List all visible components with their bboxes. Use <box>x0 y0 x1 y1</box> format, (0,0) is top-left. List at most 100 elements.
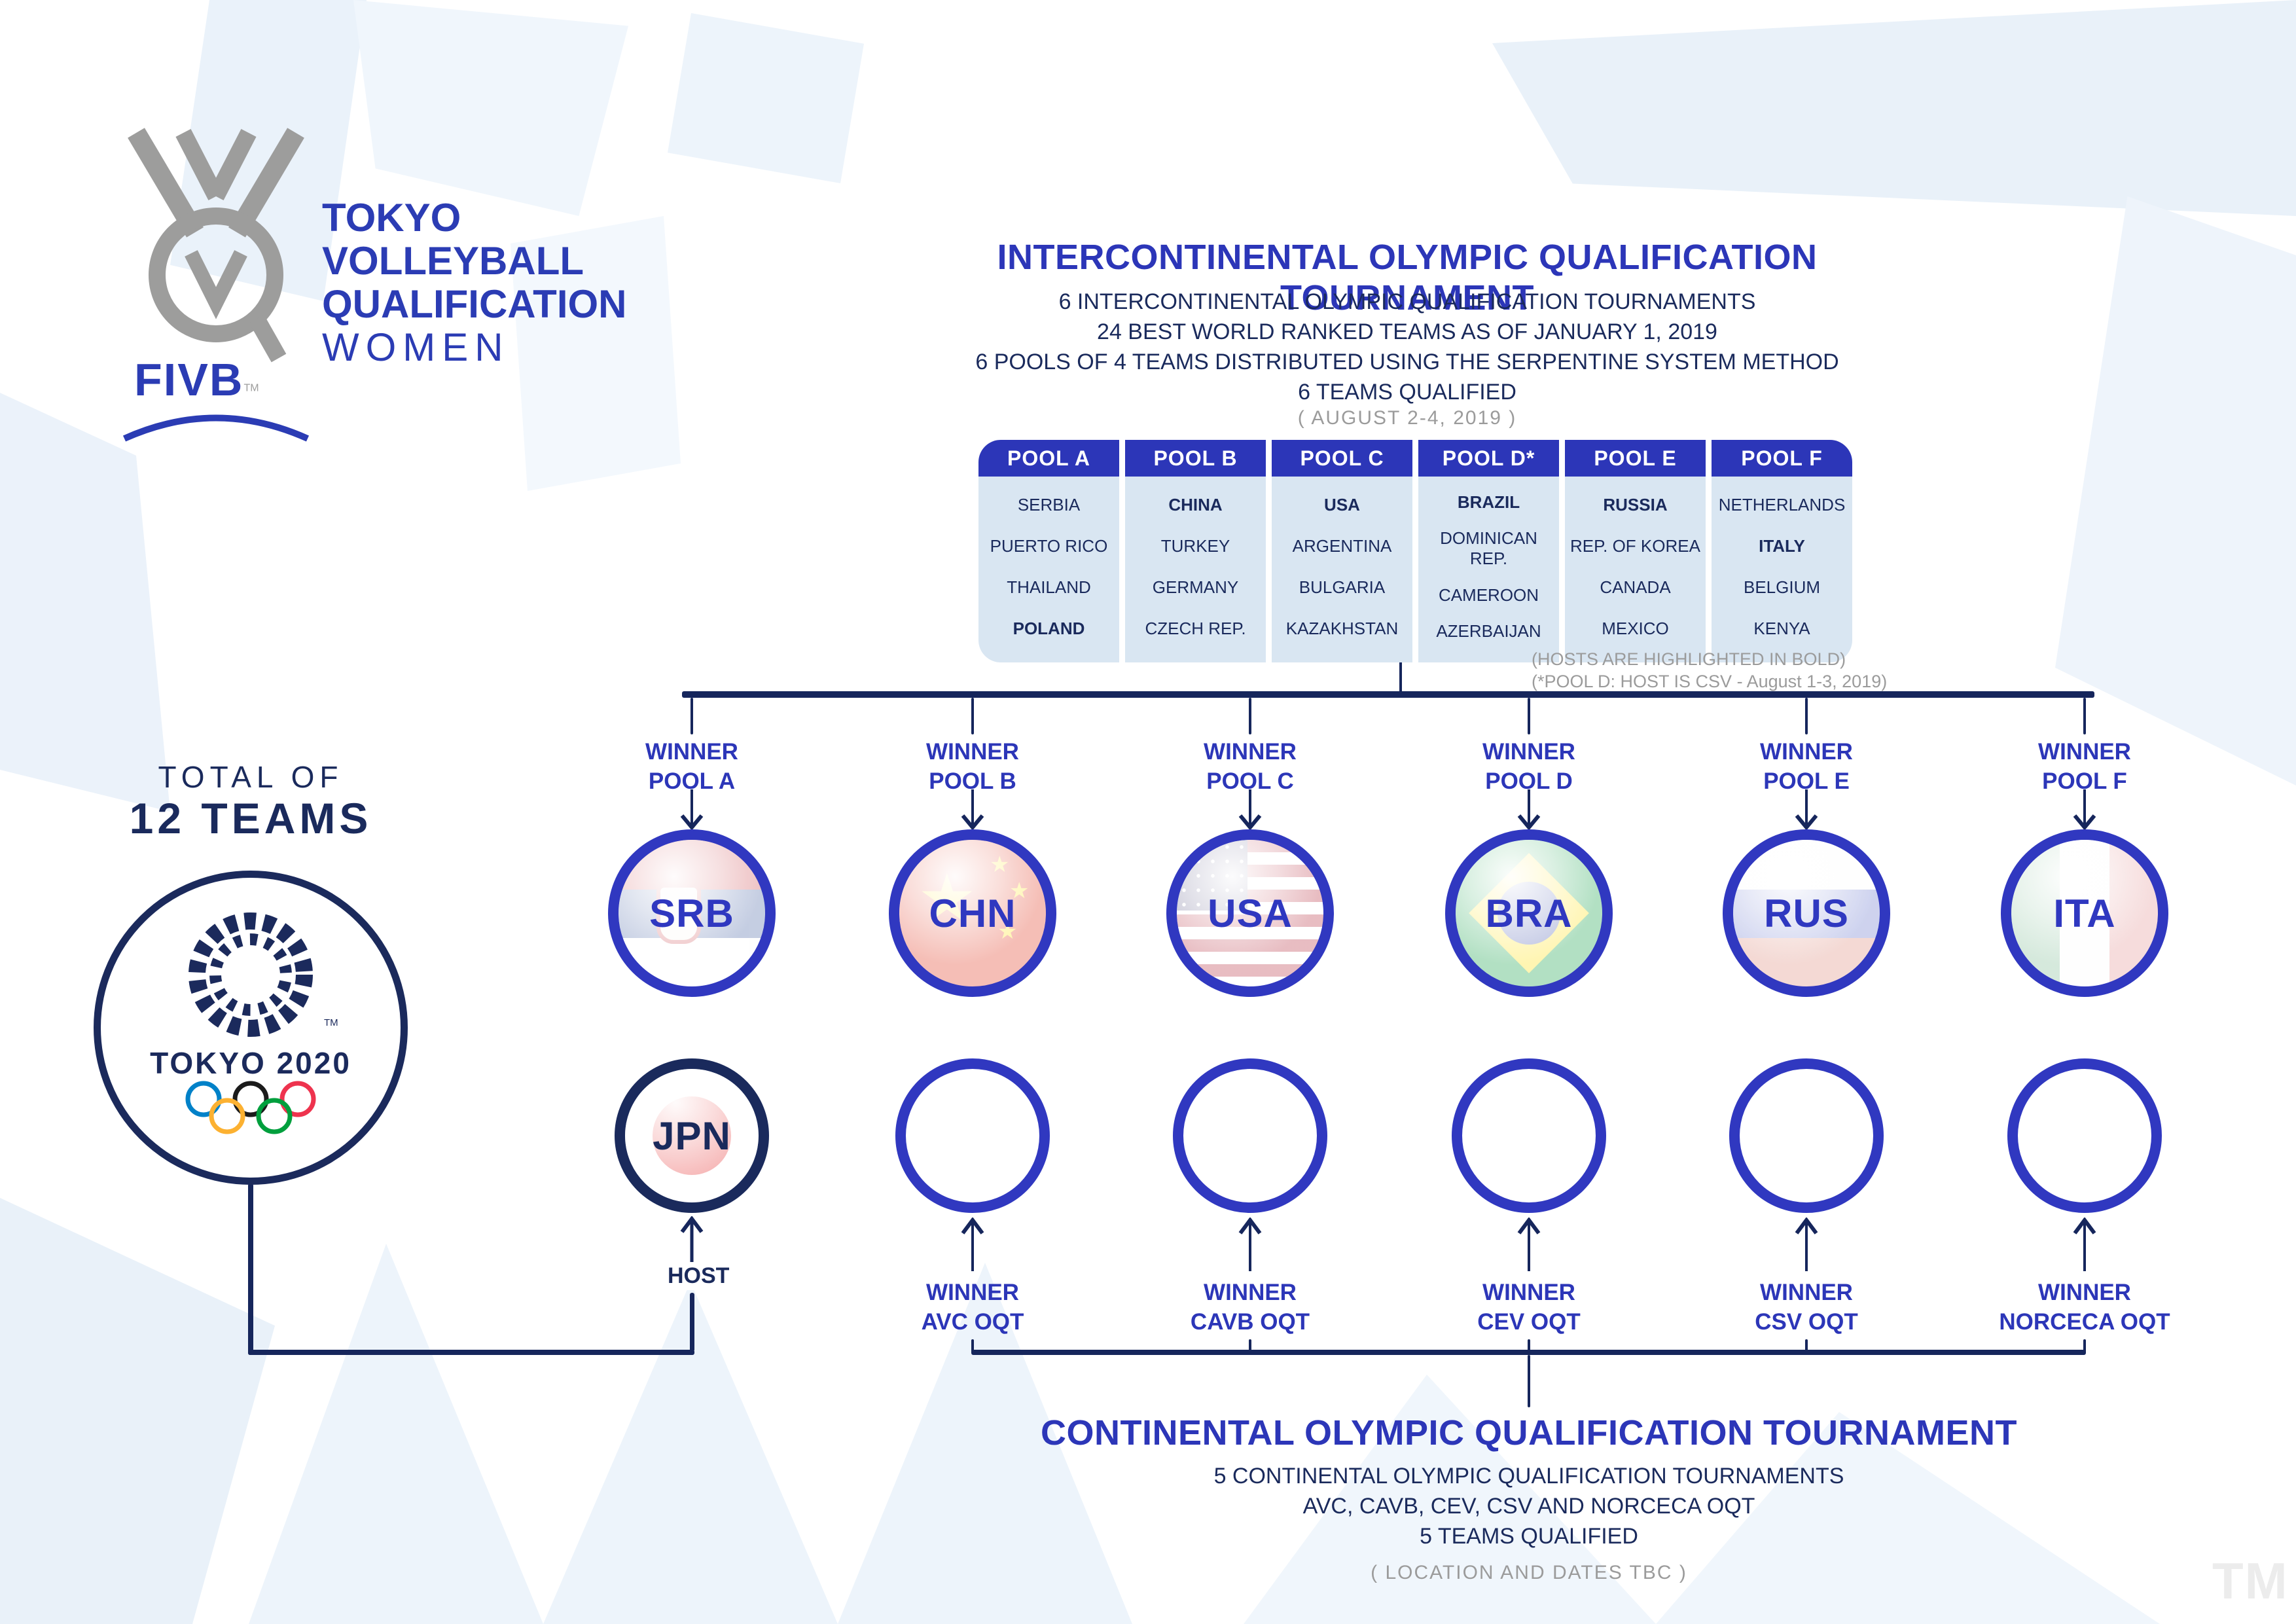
bg-shape <box>1492 0 2296 216</box>
gloss-highlight <box>1733 840 1880 986</box>
winner-pool-d-label: WINNER POOL D <box>1431 737 1627 796</box>
team-name: KENYA <box>1753 619 1810 638</box>
winner-line: WINNER <box>926 1280 1019 1305</box>
team-name: REP. OF KOREA <box>1570 536 1700 556</box>
gloss-highlight <box>2011 840 2158 986</box>
team-name: SERBIA <box>1017 495 1081 514</box>
gloss-highlight <box>619 840 765 986</box>
winner-line: POOL E <box>1763 768 1850 794</box>
emblem-tm-mark: TM <box>324 1017 338 1028</box>
subtitle-line: 24 BEST WORLD RANKED TEAMS AS OF JANUARY… <box>1097 319 1717 344</box>
brand-title: TOKYO VOLLEYBALL QUALIFICATION WOMEN <box>322 196 627 369</box>
connector-tokyo-down <box>248 1183 253 1355</box>
connector-continental-down <box>1528 1355 1530 1407</box>
subtitle-line: 6 INTERCONTINENTAL OLYMPIC QUALIFICATION… <box>1058 289 1756 314</box>
qualified-circle-ita: ITA <box>2001 829 2168 997</box>
bg-shape <box>668 13 864 183</box>
winner-norceca-label: WINNER NORCECA OQT <box>1973 1278 2196 1337</box>
empty-circle-avc <box>895 1058 1050 1213</box>
pool-b-header: POOL B <box>1125 440 1266 477</box>
pool-e: POOL E RUSSIA REP. OF KOREA CANADA MEXIC… <box>1565 440 1706 662</box>
connector-host-up <box>690 1293 694 1352</box>
connector-stub <box>1249 1339 1251 1352</box>
continental-date-note: ( LOCATION AND DATES TBC ) <box>1371 1562 1687 1583</box>
pool-c-header: POOL C <box>1272 440 1412 477</box>
winner-line: WINNER <box>1760 1280 1853 1305</box>
arrow-up-icon <box>1517 1218 1541 1271</box>
subtitle-line: 5 TEAMS QUALIFIED <box>1420 1524 1638 1549</box>
arrow-down-icon <box>1238 789 1262 830</box>
pool-d: POOL D* BRAZIL DOMINICAN REP. CAMEROON A… <box>1418 440 1559 662</box>
winner-line: WINNER <box>2038 739 2131 765</box>
host-circle-jpn: JPN <box>615 1058 769 1213</box>
arrow-up-icon <box>2073 1218 2096 1271</box>
winner-line: AVC OQT <box>921 1309 1024 1335</box>
connector-stub <box>2083 1339 2086 1352</box>
continental-subtitle: 5 CONTINENTAL OLYMPIC QUALIFICATION TOUR… <box>1038 1461 2020 1551</box>
tokyo-2020-wordmark: TOKYO 2020 <box>150 1046 351 1080</box>
pool-d-body: BRAZIL DOMINICAN REP. CAMEROON AZERBAIJA… <box>1418 477 1559 662</box>
arrow-down-icon <box>1517 789 1541 830</box>
winner-line: WINNER <box>1204 739 1297 765</box>
team-name: ITALY <box>1759 536 1805 556</box>
connector-stub <box>1528 1339 1530 1352</box>
arrow-down-icon <box>1795 789 1818 830</box>
bg-shape <box>353 0 628 216</box>
olympic-rings-icon <box>185 1081 316 1134</box>
connector-stub <box>1805 698 1808 734</box>
team-name: PUERTO RICO <box>990 536 1108 556</box>
bg-shape <box>0 1198 275 1624</box>
connector-stub <box>1528 698 1530 734</box>
winner-line: WINNER <box>1204 1280 1297 1305</box>
team-code: ITA <box>2053 891 2116 935</box>
tm-watermark: TM <box>2212 1552 2289 1610</box>
team-name: USA <box>1324 495 1360 514</box>
brand-title-line: TOKYO <box>322 196 461 240</box>
winner-line: WINNER <box>2038 1280 2131 1305</box>
team-name: CZECH REP. <box>1145 619 1246 638</box>
team-name: ARGENTINA <box>1292 536 1392 556</box>
winner-line: WINNER <box>926 739 1019 765</box>
winner-line: POOL B <box>929 768 1016 794</box>
qualified-circle-bra: BRA <box>1445 829 1613 997</box>
team-code: USA <box>1208 891 1293 935</box>
winner-line: POOL A <box>648 768 736 794</box>
brand-title-women: WOMEN <box>322 325 510 369</box>
intercontinental-subtitle: 6 INTERCONTINENTAL OLYMPIC QUALIFICATION… <box>897 287 1918 407</box>
team-name: KAZAKHSTAN <box>1285 619 1399 638</box>
fivb-logo-icon <box>128 128 304 363</box>
team-code: JPN <box>653 1113 731 1158</box>
connector-stub <box>1249 698 1251 734</box>
arrow-down-icon <box>961 789 984 830</box>
bg-shape <box>511 216 681 491</box>
pool-e-header: POOL E <box>1565 440 1706 477</box>
winner-line: NORCECA OQT <box>1999 1309 2170 1335</box>
connector-pools-down <box>1399 640 1402 694</box>
team-name: CANADA <box>1600 577 1671 597</box>
winner-cev-label: WINNER CEV OQT <box>1418 1278 1640 1337</box>
subtitle-line: 5 CONTINENTAL OLYMPIC QUALIFICATION TOUR… <box>1213 1464 1844 1489</box>
arrow-down-icon <box>680 789 704 830</box>
connector-stub <box>971 1339 974 1352</box>
winner-pool-b-label: WINNER POOL B <box>874 737 1071 796</box>
pool-note-line: (*POOL D: HOST IS CSV - August 1-3, 2019… <box>1532 672 1888 691</box>
total-of-label: TOTAL OF <box>158 760 344 794</box>
qualified-circle-rus: RUS <box>1723 829 1890 997</box>
bg-shape <box>0 393 170 812</box>
host-label: HOST <box>661 1262 736 1290</box>
continental-title: CONTINENTAL OLYMPIC QUALIFICATION TOURNA… <box>1041 1413 2017 1453</box>
winner-line: CSV OQT <box>1755 1309 1858 1335</box>
team-name: GERMANY <box>1152 577 1239 597</box>
winner-line: POOL F <box>2042 768 2127 794</box>
arrow-up-icon <box>961 1218 984 1271</box>
winner-cavb-label: WINNER CAVB OQT <box>1139 1278 1361 1337</box>
pool-f: POOL F NETHERLANDS ITALY BELGIUM KENYA <box>1712 440 1852 662</box>
connector-host-horizontal <box>248 1350 694 1355</box>
qualified-circle-usa: USA <box>1166 829 1334 997</box>
pool-d-header: POOL D* <box>1418 440 1559 477</box>
total-teams-label: 12 TEAMS <box>129 794 372 842</box>
empty-circle-cev <box>1452 1058 1606 1213</box>
empty-circle-norceca <box>2007 1058 2162 1213</box>
brand-title-line: VOLLEYBALL <box>322 239 584 283</box>
pool-a: POOL A SERBIA PUERTO RICO THAILAND POLAN… <box>978 440 1119 662</box>
